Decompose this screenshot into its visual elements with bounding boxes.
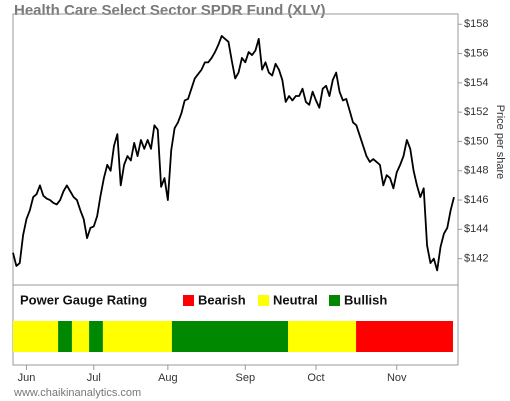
source: www.chaikinanalytics.com — [13, 387, 141, 399]
legend-swatch — [258, 295, 269, 306]
legend-swatch — [329, 295, 340, 306]
price-line — [12, 35, 455, 272]
y-tick-label: $150 — [464, 135, 488, 147]
y-tick-label: $142 — [464, 253, 488, 265]
x-tick-label: Oct — [307, 372, 324, 384]
x-tick-label: Aug — [158, 372, 178, 384]
y-tick-label: $158 — [464, 18, 488, 30]
gauge-segment — [356, 321, 453, 352]
x-tick-label: Jul — [87, 372, 101, 384]
y-tick-label: $148 — [464, 165, 488, 177]
legend-swatch — [183, 295, 194, 306]
y-tick-label: $144 — [464, 223, 488, 235]
y-axis-label: Price per share — [494, 105, 506, 180]
gauge-segment — [58, 321, 72, 352]
y-tick-label: $152 — [464, 106, 488, 118]
x-tick-label: Jun — [18, 372, 36, 384]
x-tick-label: Sep — [235, 372, 255, 384]
x-tick-label: Nov — [387, 372, 407, 384]
plot-frame — [12, 13, 459, 366]
y-tick-label: $156 — [464, 47, 488, 59]
gauge-segment — [89, 321, 103, 352]
gauge-segment — [13, 321, 59, 352]
gauge-segment — [171, 321, 289, 352]
chart-title: Health Care Select Sector SPDR Fund (XLV… — [14, 2, 325, 19]
gauge-title: Power Gauge Rating — [20, 292, 147, 307]
y-tick-label: $146 — [464, 194, 488, 206]
gauge-segment — [71, 321, 90, 352]
legend-label: Bullish — [344, 292, 387, 307]
legend-label: Neutral — [273, 292, 318, 307]
gauge-segment — [102, 321, 172, 352]
legend-label: Bearish — [198, 292, 246, 307]
gauge-segment — [288, 321, 357, 352]
y-tick-label: $154 — [464, 77, 488, 89]
